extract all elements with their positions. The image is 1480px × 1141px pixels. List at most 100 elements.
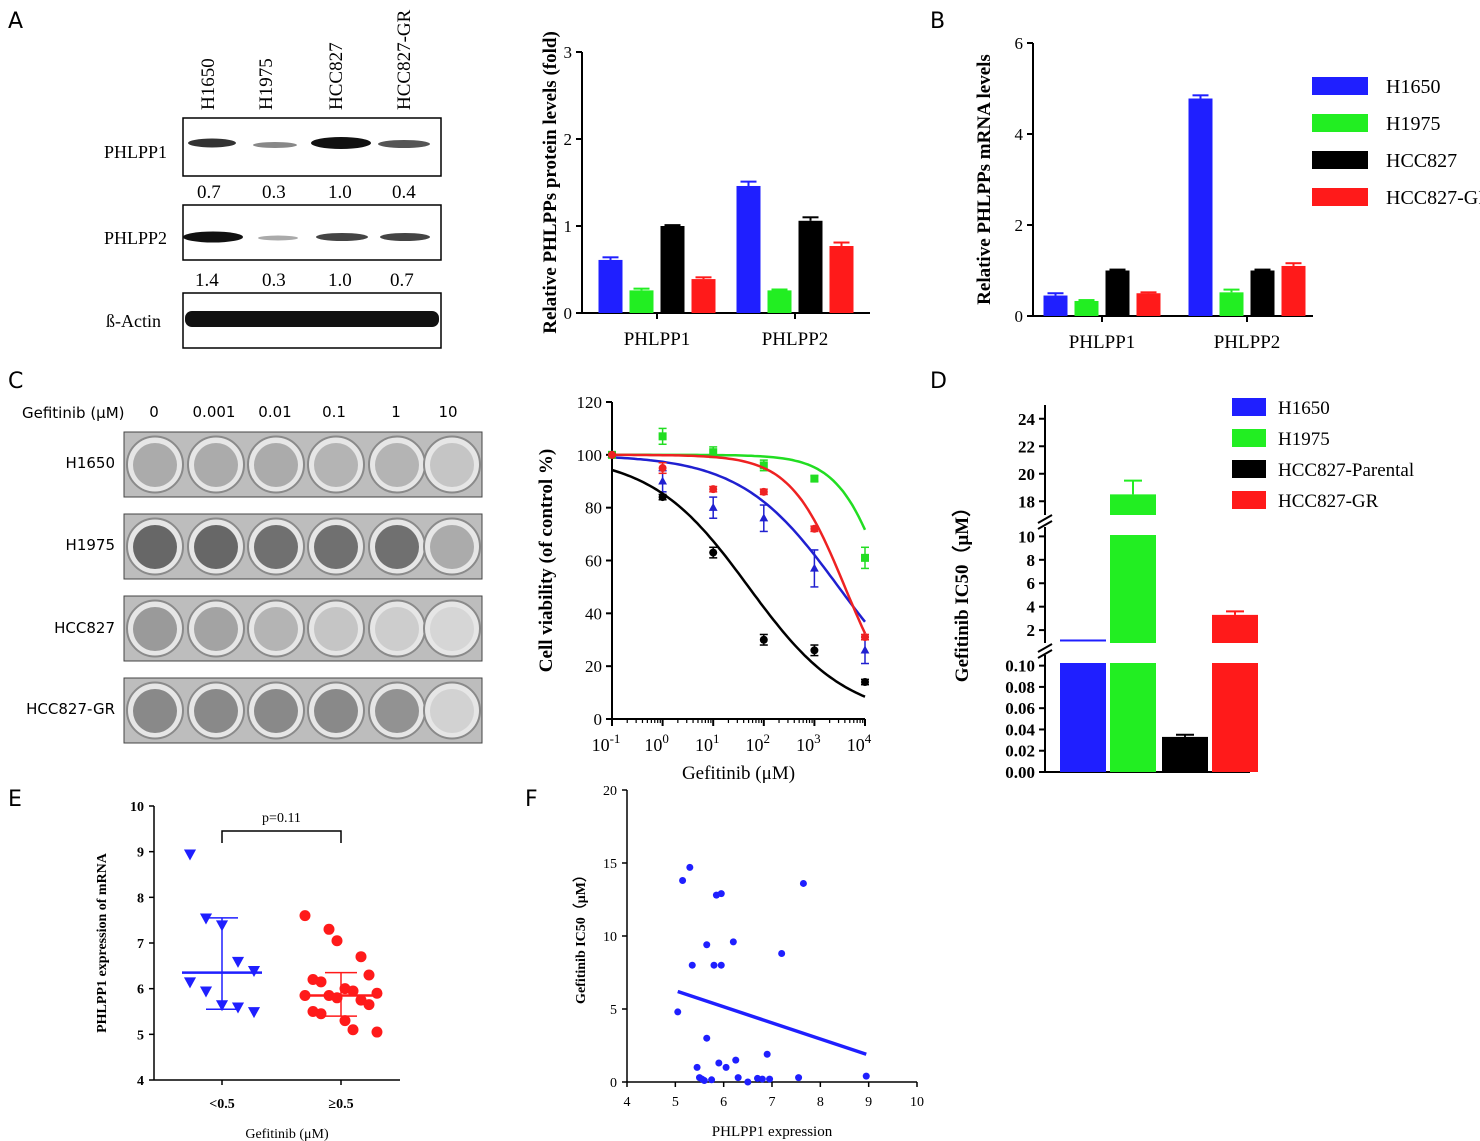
- data-point: [759, 461, 768, 470]
- data-point: [315, 1008, 327, 1020]
- y-tick-label: 4: [1015, 125, 1024, 144]
- y-axis-label: PHLPP1 expression of mRNA: [95, 852, 110, 1033]
- western-blot: H1650 H1975 HCC827 HCC827-GR PHLPP1 0.7 …: [104, 9, 442, 349]
- colony-stain: [430, 607, 474, 651]
- colony-stain: [375, 525, 419, 569]
- data-point: [658, 464, 667, 473]
- fit-curve: [612, 453, 867, 634]
- x-tick-label: 103: [796, 731, 821, 755]
- chart-d-ic50: 182022242468100.000.020.040.060.080.10Ge…: [950, 398, 1414, 782]
- data-point: [717, 890, 725, 898]
- data-point: [299, 910, 311, 922]
- x-tick-label: 101: [695, 731, 720, 755]
- x-tick-label: 10-1: [592, 731, 621, 755]
- y-tick-label: 100: [577, 446, 603, 465]
- blot-row-label: ß-Actin: [106, 311, 161, 331]
- data-point: [231, 1002, 245, 1014]
- x-tick-label: <0.5: [209, 1097, 234, 1112]
- colony-dose: 1: [391, 403, 401, 421]
- y-tick-label: 6: [1015, 34, 1024, 53]
- x-axis-label: Gefitinib (μM): [245, 1127, 329, 1141]
- colony-stain: [430, 689, 474, 733]
- data-point: [708, 502, 718, 511]
- y-tick-label: 6: [1027, 574, 1036, 593]
- data-point: [861, 633, 869, 642]
- data-point: [688, 961, 696, 969]
- x-tick-label: PHLPP2: [762, 329, 829, 350]
- chart-c-viability: 0 20 40 60 80 100 120 10-1 100 101 102 103 104 Gefiti…: [536, 393, 872, 784]
- data-point: [861, 553, 869, 562]
- x-tick-label: 102: [746, 731, 771, 755]
- legend-label: HCC827-Parental: [1278, 460, 1414, 481]
- bar: [1074, 300, 1099, 316]
- y-tick-label: 3: [564, 43, 573, 62]
- blot-band: [185, 311, 439, 327]
- data-point: [763, 1050, 771, 1058]
- data-point: [759, 487, 768, 496]
- chart-b-mrna: 0 2 4 6 Relative PHLPPs mRNA levels PHLPP1 PHL…: [974, 34, 1480, 353]
- x-tick-label: 100: [644, 731, 669, 755]
- data-point: [722, 1063, 730, 1071]
- data-point: [183, 977, 197, 989]
- y-axis-label: Relative PHLPPs mRNA levels: [974, 54, 995, 305]
- y-tick-label: 60: [585, 552, 602, 571]
- x-tick-label: 8: [817, 1095, 824, 1110]
- bar-segment: [1212, 614, 1258, 643]
- y-tick-label: 10: [603, 930, 617, 945]
- data-point: [709, 448, 718, 457]
- data-point: [247, 1007, 261, 1019]
- colony-header-label: Gefitinib (μM): [22, 404, 125, 422]
- axis-break: [1037, 643, 1053, 653]
- data-point: [861, 678, 869, 687]
- bar: [1212, 663, 1258, 772]
- legend-swatch: [1232, 429, 1266, 447]
- colony-stain: [430, 525, 474, 569]
- y-tick-label: 2: [1027, 621, 1036, 640]
- colony-stain: [133, 689, 177, 733]
- y-tick-label: 0: [610, 1076, 617, 1091]
- y-tick-label: 24: [1018, 410, 1036, 429]
- data-point: [766, 1075, 774, 1083]
- data-point: [703, 1034, 711, 1042]
- blot-lane-label: H1975: [256, 58, 277, 110]
- y-axis-label: Gefitinib IC50（μM）: [950, 498, 973, 682]
- data-point: [698, 1075, 706, 1083]
- colony-stain: [254, 443, 298, 487]
- data-point: [199, 986, 213, 998]
- colony-stain: [133, 443, 177, 487]
- colony-row-label: H1650: [66, 454, 115, 472]
- y-tick-label: 15: [603, 857, 617, 872]
- legend-label: H1975: [1386, 113, 1440, 135]
- panel-letter-f: F: [525, 787, 538, 812]
- y-tick-label: 9: [137, 846, 144, 861]
- bar: [1162, 736, 1208, 772]
- y-axis-label: Cell viability (of control %): [536, 449, 557, 672]
- colony-stain: [133, 525, 177, 569]
- data-point: [363, 969, 375, 981]
- colony-stain: [254, 689, 298, 733]
- data-point: [693, 1063, 701, 1071]
- chart-f-correlation: 0 5 10 15 20 4 5 6 7 8 9 10 PHLPP1 expression Gefitin…: [573, 784, 924, 1140]
- fit-curve: [611, 456, 866, 623]
- y-tick-label: 5: [137, 1028, 144, 1043]
- data-point: [759, 513, 769, 522]
- colony-dose: 0.01: [258, 403, 291, 421]
- colony-stain: [133, 607, 177, 651]
- bar: [1060, 663, 1106, 772]
- panel-letter-b: B: [930, 9, 945, 34]
- data-point: [732, 1056, 740, 1064]
- y-tick-label: 1: [564, 217, 573, 236]
- data-point: [754, 1074, 761, 1082]
- blot-lane-label: HCC827: [326, 42, 347, 110]
- colony-stain: [194, 525, 238, 569]
- fit-curve: [612, 453, 867, 531]
- colony-dose: 10: [438, 403, 457, 421]
- blot-quant: 0.3: [262, 182, 286, 203]
- x-tick-label: 6: [720, 1095, 727, 1110]
- bar: [1281, 265, 1306, 316]
- data-point: [715, 1059, 723, 1067]
- bar: [798, 220, 823, 313]
- legend-label: HCC827-GR: [1386, 187, 1480, 209]
